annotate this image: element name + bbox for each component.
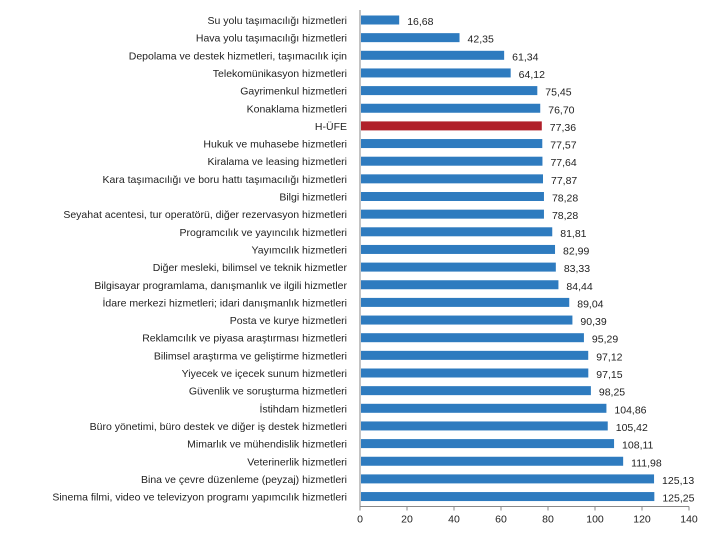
category-label: Programcılık ve yayıncılık hizmetleri	[180, 227, 347, 239]
category-label: İdare merkezi hizmetleri; idari danışman…	[103, 296, 348, 309]
x-tick-label: 120	[633, 514, 651, 526]
data-label: 104,86	[614, 404, 646, 416]
bar	[361, 368, 589, 378]
x-tick-label: 80	[542, 514, 554, 526]
data-label: 89,04	[577, 298, 603, 310]
bar	[361, 15, 400, 25]
data-label: 77,36	[550, 122, 576, 134]
bar	[361, 50, 505, 60]
bar	[361, 121, 542, 131]
data-label: 95,29	[592, 334, 618, 346]
data-label: 108,11	[622, 440, 653, 452]
bar	[361, 68, 511, 78]
category-label: Bilgisayar programlama, danışmanlık ve i…	[94, 280, 347, 292]
bar	[361, 315, 573, 325]
category-label: Sinema filmi, video ve televizyon progra…	[52, 492, 347, 504]
category-label: Su yolu taşımacılığı hizmetleri	[208, 15, 347, 27]
category-label: Hava yolu taşımacılığı hizmetleri	[196, 33, 347, 45]
category-label: Veterinerlik hizmetleri	[247, 456, 347, 468]
category-label: H-ÜFE	[315, 121, 347, 133]
category-label: Bilimsel araştırma ve geliştirme hizmetl…	[154, 350, 347, 362]
category-label: Büro yönetimi, büro destek ve diğer iş d…	[90, 421, 347, 433]
category-label: Hukuk ve muhasebe hizmetleri	[203, 139, 347, 151]
category-label: Yayımcılık hizmetleri	[252, 244, 348, 256]
bar	[361, 492, 655, 502]
data-label: 97,12	[596, 351, 622, 363]
x-tick-label: 60	[495, 514, 507, 526]
category-label: Seyahat acentesi, tur operatörü, diğer r…	[63, 209, 347, 221]
bar	[361, 421, 608, 431]
category-label: Kiralama ve leasing hizmetleri	[208, 156, 347, 168]
x-tick-label: 40	[448, 514, 460, 526]
bar	[361, 86, 538, 96]
data-label: 78,28	[552, 193, 578, 205]
category-label: Gayrimenkul hizmetleri	[240, 86, 347, 98]
category-label: Bina ve çevre düzenleme (peyzaj) hizmetl…	[141, 474, 347, 486]
data-label: 78,28	[552, 210, 578, 222]
bar	[361, 456, 624, 466]
category-label: Güvenlik ve soruşturma hizmetleri	[189, 386, 347, 398]
data-label: 125,13	[662, 475, 694, 487]
bar	[361, 209, 544, 219]
bar	[361, 280, 559, 290]
bar	[361, 439, 615, 449]
data-label: 77,87	[551, 175, 577, 187]
category-label: Diğer mesleki, bilimsel ve teknik hizmet…	[153, 262, 348, 274]
category-label: Depolama ve destek hizmetleri, taşımacıl…	[129, 50, 347, 62]
data-label: 42,35	[468, 34, 494, 46]
category-label: İstihdam hizmetleri	[259, 402, 347, 415]
category-label: Kara taşımacılığı ve boru hattı taşımacı…	[102, 174, 347, 186]
data-label: 81,81	[560, 228, 586, 240]
bar	[361, 139, 543, 149]
data-label: 125,25	[662, 493, 694, 505]
x-tick-label: 20	[401, 514, 413, 526]
data-label: 64,12	[519, 69, 545, 81]
category-label: Yiyecek ve içecek sunum hizmetleri	[182, 368, 347, 380]
category-label: Posta ve kurye hizmetleri	[230, 315, 347, 327]
data-label: 16,68	[407, 16, 433, 28]
bar	[361, 333, 584, 343]
category-label: Telekomünikasyon hizmetleri	[213, 68, 347, 80]
bar	[361, 192, 544, 201]
data-label: 97,15	[596, 369, 622, 381]
bar	[361, 244, 556, 254]
bar	[361, 403, 607, 413]
data-label: 83,33	[564, 263, 590, 275]
bar	[361, 227, 553, 237]
x-tick-label: 140	[680, 514, 698, 526]
data-label: 82,99	[563, 245, 589, 257]
category-label: Reklamcılık ve piyasa araştırması hizmet…	[142, 333, 347, 345]
bar	[361, 33, 460, 43]
data-label: 105,42	[616, 422, 648, 434]
bar	[361, 262, 556, 272]
data-label: 98,25	[599, 387, 625, 399]
data-label: 77,64	[550, 157, 576, 169]
x-tick-label: 100	[586, 514, 604, 526]
x-tick-label: 0	[357, 514, 363, 526]
bar	[361, 386, 591, 396]
bar	[361, 474, 655, 484]
category-label: Mimarlık ve mühendislik hizmetleri	[187, 439, 347, 451]
data-label: 90,39	[580, 316, 606, 328]
bar	[361, 174, 543, 184]
data-label: 111,98	[631, 457, 662, 469]
category-label: Bilgi hizmetleri	[279, 192, 347, 204]
data-label: 77,57	[550, 140, 576, 152]
bar	[361, 156, 543, 166]
category-label: Konaklama hizmetleri	[247, 103, 347, 115]
data-label: 61,34	[512, 51, 538, 63]
bar	[361, 297, 570, 307]
bar	[361, 350, 589, 360]
bar	[361, 103, 541, 113]
data-label: 75,45	[545, 87, 571, 99]
data-label: 84,44	[566, 281, 592, 293]
data-label: 76,70	[548, 104, 574, 116]
